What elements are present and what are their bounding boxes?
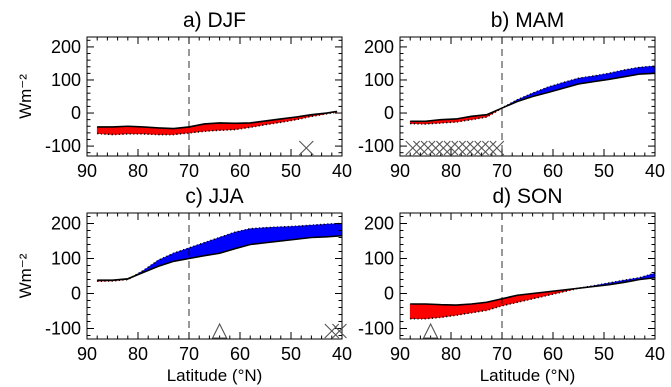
significance-x-marker [474,140,489,156]
dotted-series-line [97,111,338,136]
y-tick-label: 100 [51,70,81,90]
y-tick-label: 200 [364,37,394,57]
negative-difference-fill [409,303,426,320]
y-tick-label: 0 [384,103,394,123]
panel-title: d) SON [492,185,562,208]
significance-x-marker [458,140,474,156]
significance-x-marker [324,323,340,339]
plot-frame [399,212,656,340]
y-axis-label: Wm⁻² [16,253,35,298]
y-tick-label: 0 [71,103,81,123]
y-tick-label: 200 [51,214,81,234]
y-tick-label: 0 [71,284,81,304]
x-tick-label: 60 [543,344,563,364]
significance-x-marker [489,140,505,156]
solid-series-line [97,234,342,282]
x-tick-label: 80 [441,344,461,364]
panel-1: 90 80 70 60 50 40 -100 0 100 200 a) DJF Wm⁻² [16,9,352,181]
significance-x-marker [332,323,347,339]
significance-x-marker [451,140,467,156]
y-tick-label: 100 [51,249,81,269]
x-tick-label: 80 [128,161,148,181]
positive-difference-fill [311,223,328,238]
x-tick-label: 40 [645,344,665,364]
x-tick-label: 40 [332,344,352,364]
significance-x-marker [405,140,421,156]
significance-triangle-marker [211,322,228,339]
x-axis-label: Latitude (°N) [480,366,576,385]
dotted-series-line [410,65,655,125]
y-tick-label: -100 [358,319,394,339]
y-tick-label: -100 [45,319,81,339]
difference-fills [409,65,655,125]
x-tick-label: 50 [594,161,614,181]
significance-x-marker [443,140,459,156]
plot-frame [399,36,656,157]
negative-difference-fill [425,303,442,320]
x-tick-label: 50 [281,344,301,364]
x-tick-label: 90 [390,344,410,364]
y-tick-label: -100 [45,136,81,156]
plot-frame [86,36,343,157]
significance-x-marker [481,140,497,156]
x-tick-label: 70 [179,344,199,364]
y-tick-label: 100 [364,249,394,269]
x-tick-label: 50 [281,161,301,181]
y-tick-label: 200 [51,37,81,57]
panel-title: c) JJA [185,185,243,208]
y-tick-label: 0 [384,284,394,304]
x-tick-label: 50 [594,344,614,364]
panel-title: a) DJF [183,9,246,32]
difference-fills [96,223,342,282]
panel-2: 90 80 70 60 50 40 -100 0 100 200 b) MAM [358,9,665,181]
panel-3: 90 80 70 60 50 40 -100 0 100 200 c) JJA Wm⁻² Latitud… [16,185,352,385]
x-tick-label: 60 [230,161,250,181]
positive-difference-fill [265,226,282,244]
y-tick-label: 200 [364,214,394,234]
x-tick-label: 80 [128,344,148,364]
x-tick-label: 70 [492,161,512,181]
significance-x-marker [466,140,482,156]
x-tick-label: 90 [77,161,97,181]
x-tick-label: 40 [332,161,352,181]
y-axis-label: Wm⁻² [16,74,35,119]
x-tick-label: 60 [230,344,250,364]
x-tick-label: 60 [543,161,563,181]
significance-triangle-marker [422,322,439,339]
plot-frame [86,212,343,340]
panel-title: b) MAM [491,9,565,32]
x-tick-label: 70 [179,161,199,181]
y-tick-label: -100 [358,136,394,156]
positive-difference-fill [249,227,266,245]
significance-x-marker [428,140,444,156]
difference-fills [409,272,655,320]
solid-series-line [97,110,338,130]
significance-x-marker [435,140,451,156]
x-tick-label: 90 [77,344,97,364]
panel-4: 90 80 70 60 50 40 -100 0 100 200 d) SON Latitude (°… [358,185,665,385]
x-tick-label: 40 [645,161,665,181]
x-axis-label: Latitude (°N) [167,366,263,385]
significance-x-marker [413,140,428,156]
significance-x-marker [298,140,314,156]
solid-series-line [410,276,655,306]
y-tick-label: 100 [364,70,394,90]
significance-x-marker [420,140,436,156]
solid-series-line [410,72,655,123]
x-tick-label: 70 [492,344,512,364]
x-tick-label: 90 [390,161,410,181]
x-tick-label: 80 [441,161,461,181]
